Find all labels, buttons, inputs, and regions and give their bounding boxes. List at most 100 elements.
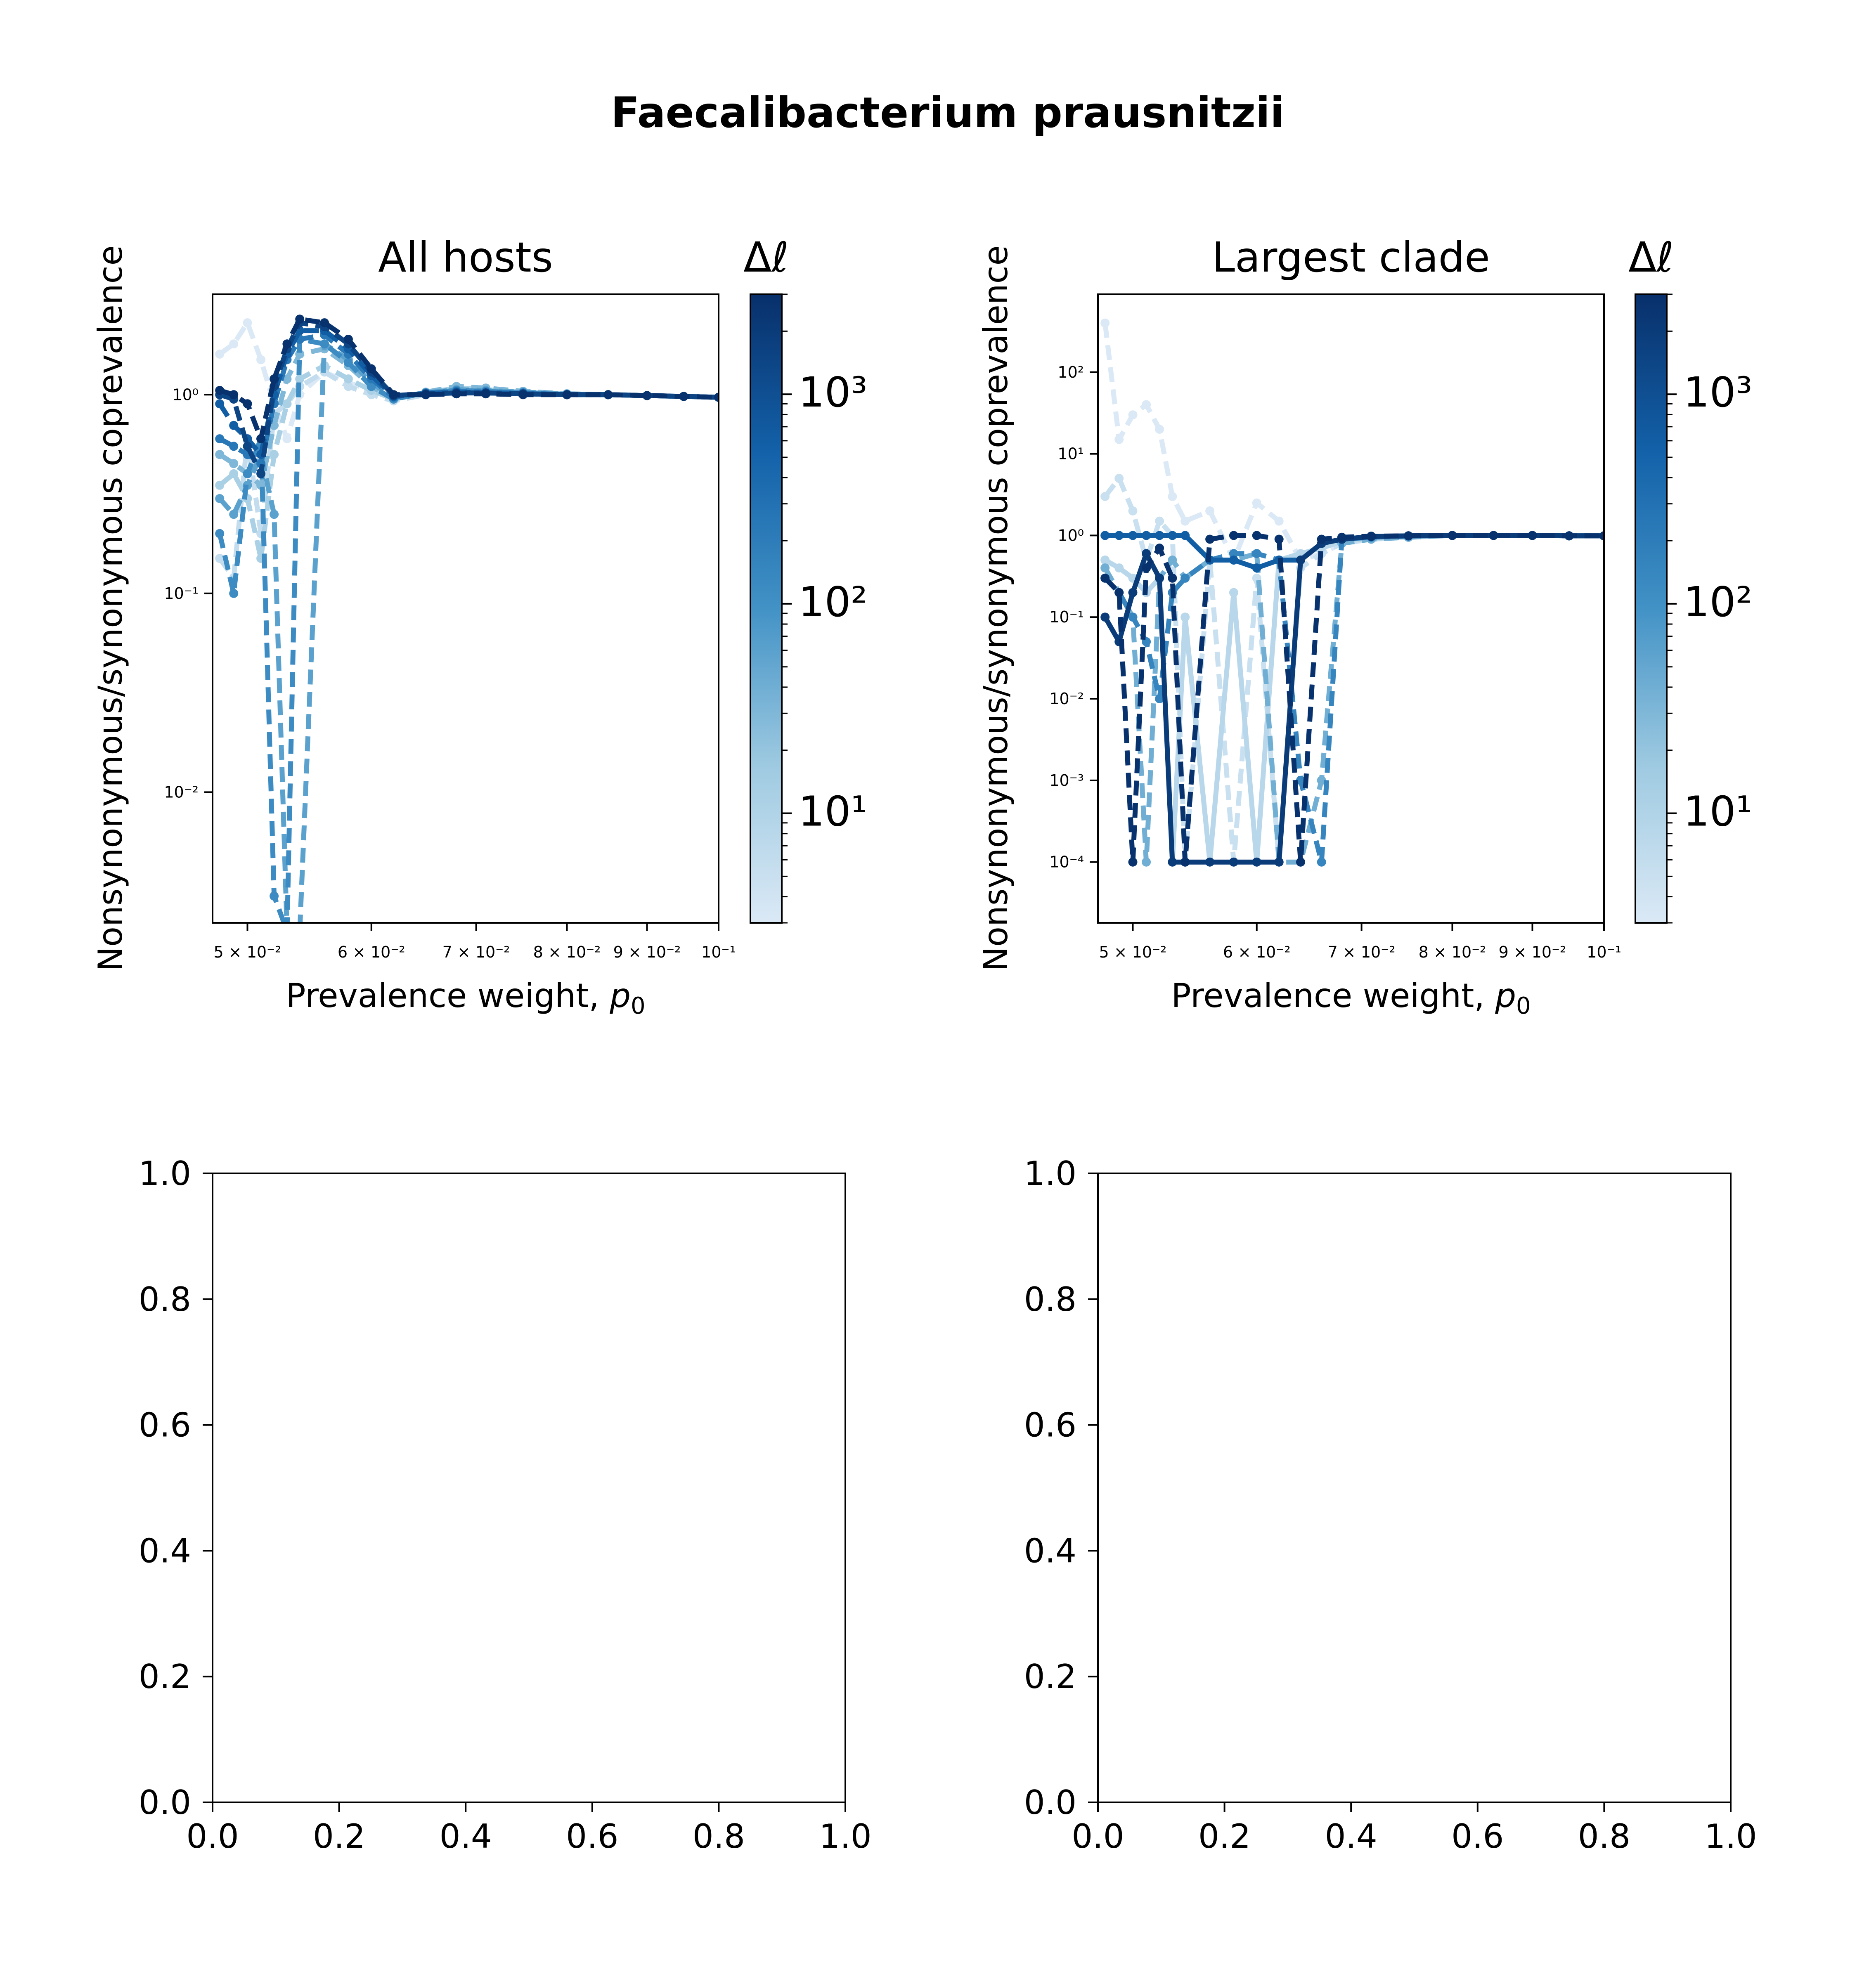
y-ticks: 0.0 0.2 0.4 0.6 0.8 1.0 xyxy=(139,1154,213,1822)
y-tick-label: 0.2 xyxy=(1024,1657,1076,1696)
plot-frame xyxy=(1097,293,1605,924)
figure-suptitle: Faecalibacterium prausnitzii xyxy=(611,88,1285,137)
colorbar-tick-label: 10² xyxy=(1683,578,1752,626)
data-point xyxy=(1168,556,1177,565)
series-line-8 xyxy=(219,320,719,476)
data-point xyxy=(270,374,279,384)
data-point xyxy=(367,364,376,374)
data-point xyxy=(282,927,291,936)
data-point xyxy=(642,391,652,400)
data-point xyxy=(295,374,305,384)
data-point xyxy=(518,390,528,400)
x-tick-label: 7 × 10⁻² xyxy=(442,943,510,961)
y-tick-label: 0.8 xyxy=(1024,1280,1076,1319)
data-point xyxy=(1155,516,1164,526)
data-point xyxy=(1128,531,1138,540)
x-tick-label: 6 × 10⁻² xyxy=(338,943,405,961)
data-point xyxy=(229,421,239,430)
x-ticks: 5 × 10⁻² 6 × 10⁻² 7 × 10⁻² 8 × 10⁻² 9 × 10⁻²… xyxy=(214,923,736,961)
data-point xyxy=(229,589,239,598)
x-tick-label: 1.0 xyxy=(1704,1817,1757,1856)
data-point xyxy=(1296,776,1305,785)
data-point xyxy=(1317,534,1326,544)
data-point xyxy=(282,927,291,936)
x-tick-label: 0.2 xyxy=(313,1817,365,1856)
x-ticks: 0.0 0.2 0.4 0.6 0.8 1.0 xyxy=(1072,1802,1757,1856)
series-line-6 xyxy=(218,332,719,466)
data-point xyxy=(1142,400,1151,409)
colorbar: Δℓ 10¹ 10² 10³ xyxy=(1628,233,1752,924)
data-point xyxy=(1180,531,1190,540)
colorbar: Δℓ 10¹ 10² 10³ xyxy=(743,233,867,924)
x-ticks: 5 × 10⁻² 6 × 10⁻² 7 × 10⁻² 8 × 10⁻² 9 × 10⁻²… xyxy=(1099,923,1621,961)
data-point xyxy=(295,314,305,324)
data-point xyxy=(270,891,279,901)
panel-largest-clade: Largest clade Prevalence weight, p0 Nons… xyxy=(977,233,1752,1019)
y-tick-label: 0.2 xyxy=(139,1657,191,1696)
data-point xyxy=(229,339,239,349)
data-point xyxy=(1317,857,1326,867)
colorbar-gradient xyxy=(1635,293,1668,924)
y-tick-label: 1.0 xyxy=(1024,1154,1076,1193)
y-tick-label: 0.6 xyxy=(139,1406,191,1445)
data-point xyxy=(389,390,398,400)
data-point xyxy=(1142,857,1151,867)
data-point xyxy=(343,382,353,391)
data-point xyxy=(1100,556,1110,565)
y-tick-label: 0.4 xyxy=(1024,1532,1076,1570)
x-tick-label: 0.4 xyxy=(1325,1817,1377,1856)
data-point xyxy=(367,382,376,391)
x-tick-label: 0.8 xyxy=(1578,1817,1630,1856)
data-point xyxy=(215,350,225,359)
data-point xyxy=(229,469,239,478)
data-point xyxy=(1229,857,1238,867)
data-point xyxy=(714,392,719,402)
x-tick-label: 10⁻¹ xyxy=(1587,943,1621,961)
data-point xyxy=(1128,588,1138,597)
colorbar-ticks: 10¹ 10² 10³ xyxy=(782,293,867,924)
data-point xyxy=(1296,857,1305,867)
data-point xyxy=(270,450,279,459)
data-point xyxy=(1599,531,1604,541)
data-point xyxy=(1564,531,1574,541)
data-point xyxy=(215,399,225,409)
data-point xyxy=(1180,612,1190,622)
y-ticks: 0.0 0.2 0.4 0.6 0.8 1.0 xyxy=(1024,1154,1098,1822)
data-point xyxy=(215,494,225,503)
data-point xyxy=(295,927,304,936)
data-point xyxy=(215,529,225,538)
data-point xyxy=(1180,573,1190,583)
data-point xyxy=(1229,556,1238,565)
data-point xyxy=(282,434,292,444)
data-point xyxy=(256,434,266,444)
panel-all-hosts: All hosts Prevalence weight, p0 Nonsynon… xyxy=(91,233,867,1019)
data-point xyxy=(1155,425,1164,434)
data-point xyxy=(1180,857,1190,867)
x-tick-label: 0.0 xyxy=(186,1817,239,1856)
data-point xyxy=(229,442,239,451)
y-tick-label: 0.8 xyxy=(139,1280,191,1319)
data-point xyxy=(1114,474,1124,483)
data-point xyxy=(1229,588,1238,597)
x-tick-label: 1.0 xyxy=(819,1817,871,1856)
y-tick-label: 1.0 xyxy=(139,1154,191,1193)
data-point xyxy=(243,399,252,409)
data-point xyxy=(1229,549,1238,558)
data-point xyxy=(343,335,353,344)
data-point xyxy=(1229,531,1238,540)
y-tick-label: 0.6 xyxy=(1024,1406,1076,1445)
panel-title: Largest clade xyxy=(1212,233,1490,281)
y-axis-label: Nonsynonymous/synonymous coprevalence xyxy=(91,245,130,972)
y-tick-label: 0.4 xyxy=(139,1532,191,1570)
plot-frame xyxy=(212,1173,846,1803)
colorbar-tick-label: 10¹ xyxy=(798,787,867,836)
colorbar-tick-label: 10² xyxy=(798,578,867,626)
x-tick-label: 5 × 10⁻² xyxy=(214,943,282,961)
x-tick-label: 0.8 xyxy=(693,1817,745,1856)
data-point xyxy=(1114,588,1124,597)
data-point xyxy=(1100,563,1110,573)
data-point xyxy=(1448,531,1457,540)
plot-frame xyxy=(212,293,719,924)
y-tick-label: 10⁻³ xyxy=(1049,771,1084,790)
colorbar-label: Δℓ xyxy=(1628,233,1674,281)
